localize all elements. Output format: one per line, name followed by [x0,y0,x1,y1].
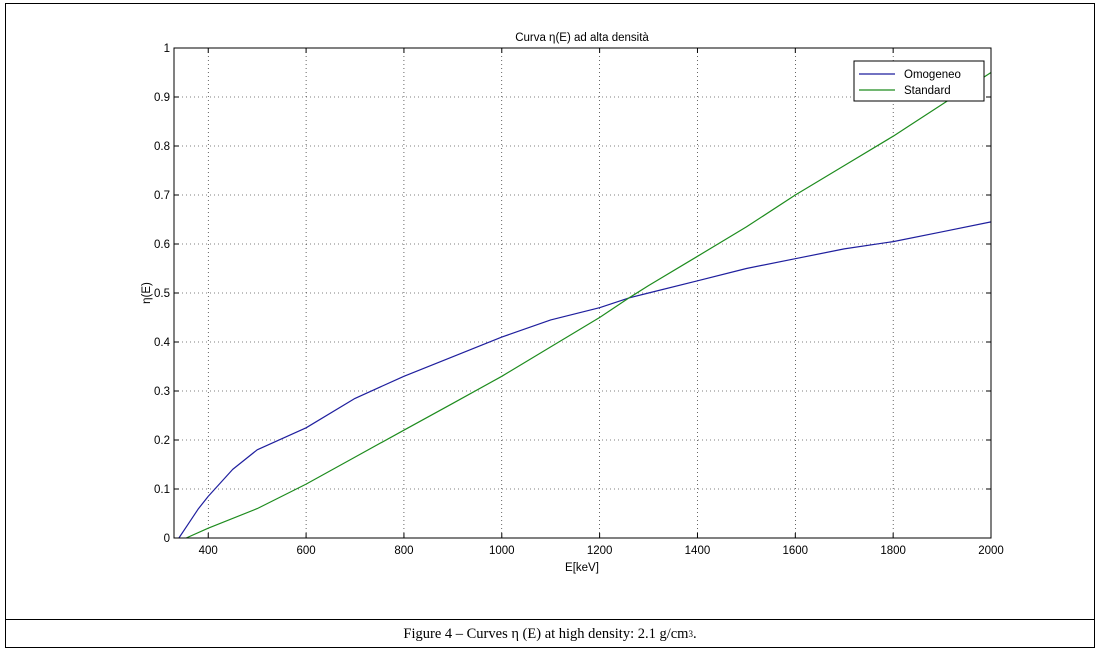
y-tick-label: 0.5 [154,288,170,300]
series-layer [178,71,992,539]
grid-lines [174,48,991,538]
x-tick-label: 1600 [783,545,809,557]
y-axis-label: η(E) [141,282,153,304]
y-tick-label: 0.6 [154,239,170,251]
legend-box [853,60,985,102]
series-line-standard [185,71,992,539]
x-tick-label: 1200 [587,545,613,557]
y-tick-label: 0.7 [154,190,170,202]
figure-caption: Figure 4 – Curves η (E) at high density:… [403,625,697,642]
x-tick-label: 2000 [978,545,1004,557]
y-tick-label: 0.8 [154,141,170,153]
x-tick-label: 600 [296,545,315,557]
tick-marks [174,47,992,539]
x-tick-label: 1400 [685,545,711,557]
figure-frame [5,3,1095,648]
y-tick-label: 1 [164,43,170,55]
x-tick-label: 1800 [880,545,906,557]
x-tick-label: 800 [394,545,413,557]
y-tick-label: 0.9 [154,92,170,104]
caption-divider [5,619,1095,620]
y-tick-label: 0.4 [154,337,171,349]
legend: Omogeneo Standard [853,60,985,102]
chart-title: Curva η(E) ad alta densità [515,32,649,44]
y-tick-label: 0 [164,533,170,545]
y-tick-label: 0.1 [154,484,170,496]
legend-label-standard: Standard [904,85,951,97]
y-tick-label: 0.2 [154,435,170,447]
caption-suffix: . [692,625,697,642]
x-tick-label: 1000 [489,545,515,557]
legend-label-omogeneo: Omogeneo [904,69,961,81]
x-tick-label: 400 [199,545,218,557]
x-axis-label: E[keV] [565,562,599,574]
series-line-omogeneo [178,221,992,539]
y-tick-label: 0.3 [154,386,170,398]
chart-svg: Curva η(E) ad alta densità E[keV] η(E) O… [141,32,1004,574]
caption-text: Figure 4 – Curves η (E) at high density:… [403,625,689,642]
